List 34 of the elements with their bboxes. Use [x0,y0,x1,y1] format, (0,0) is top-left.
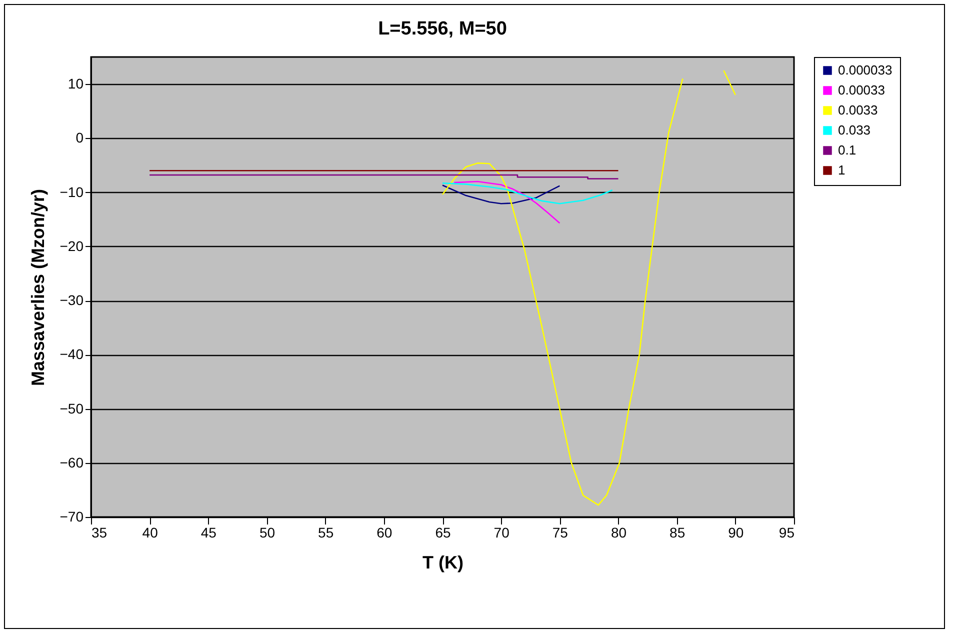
y-tick-label: −60 [60,454,84,470]
legend-label: 1 [838,162,846,178]
y-tick-label: −40 [60,346,84,362]
x-tick-label: 75 [552,524,568,540]
legend-label: 0.00033 [838,82,885,98]
x-tick-label: 60 [376,524,392,540]
legend-label: 0.0033 [838,102,878,118]
y-tick-label: 0 [76,130,84,146]
x-tick-label: 45 [200,524,217,540]
x-tick-label: 90 [728,524,744,540]
x-axis-title: T (K) [422,552,464,572]
x-tick-label: 80 [610,524,627,540]
x-tick-label: 65 [435,524,451,540]
y-tick-label: −50 [60,400,84,416]
legend-label: 0.033 [838,122,871,138]
y-tick-label: −30 [60,292,84,308]
y-tick-label: −10 [60,184,84,200]
y-tick-label: 10 [68,76,84,92]
legend-label: 0.1 [838,142,856,158]
x-tick-label: 55 [318,524,334,540]
x-tick-label: 85 [670,524,686,540]
x-tick-label: 35 [92,524,108,540]
x-tick-label: 70 [494,524,510,540]
line-series [454,180,560,224]
x-tick-label: 40 [142,524,158,540]
y-tick-label: −70 [60,508,84,524]
chart-title: L=5.556, M=50 [378,18,507,40]
line-series [442,182,614,204]
line-series [442,184,560,204]
y-tick-label: −20 [60,238,84,254]
y-axis-title: Massaverlies (Mzon/yr) [28,188,48,386]
x-tick-label: 95 [778,524,795,540]
legend-label: 0.000033 [838,62,892,78]
x-tick-label: 50 [259,524,276,540]
